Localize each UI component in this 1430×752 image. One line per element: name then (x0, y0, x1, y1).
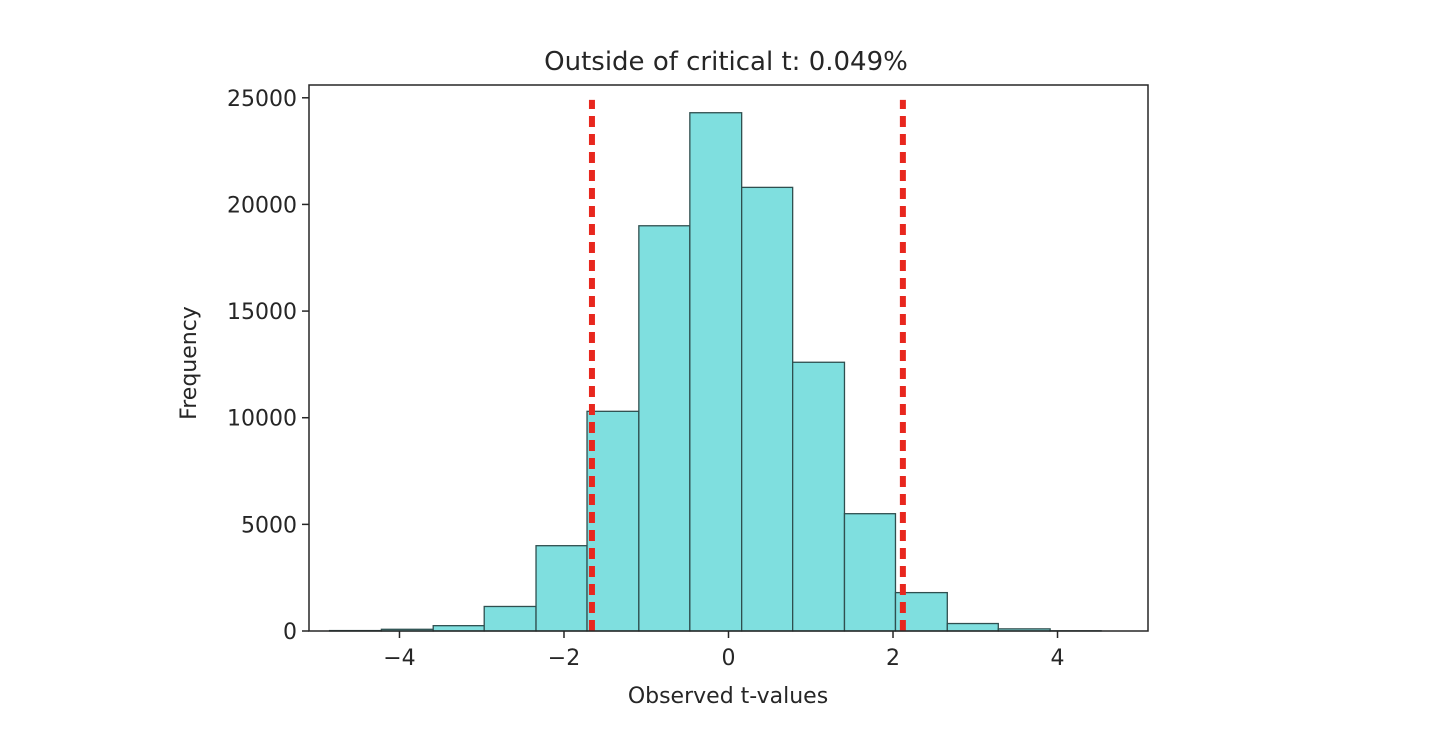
x-tick-label-0: −4 (383, 646, 415, 671)
critical-lines-layer (588, 99, 906, 631)
y-tick-label-1: 5000 (241, 513, 297, 538)
chart-title: Outside of critical t: 0.049% (544, 47, 908, 77)
y-tick-label-4: 20000 (227, 193, 297, 218)
x-axis-label: Observed t-values (628, 684, 828, 709)
histogram-bar-9 (792, 361, 846, 632)
x-axis-ticks: −4 −2 0 2 4 (383, 631, 1065, 671)
histogram-bar-7 (689, 112, 743, 632)
x-tick-label-2: 0 (722, 646, 736, 671)
histogram-bar-8 (741, 186, 794, 632)
y-tick-label-0: 0 (283, 620, 297, 645)
histogram-bar-10 (843, 513, 897, 632)
y-tick-label-2: 10000 (227, 407, 297, 432)
histogram-bar-4 (535, 545, 588, 632)
y-tick-label-5: 25000 (227, 87, 297, 112)
bars-layer (328, 112, 1102, 632)
x-tick-label-4: 4 (1051, 646, 1065, 671)
histogram-bar-6 (638, 225, 691, 632)
histogram-bar-12 (946, 622, 999, 632)
histogram-bar-5 (586, 410, 640, 632)
x-tick-label-1: −2 (548, 646, 580, 671)
x-tick-label-3: 2 (886, 646, 900, 671)
y-tick-label-3: 15000 (227, 300, 297, 325)
histogram-bar-3 (483, 605, 537, 632)
y-axis-label: Frequency (177, 306, 202, 420)
histogram-bar-2 (432, 625, 485, 632)
y-axis-ticks: 0 5000 10000 15000 20000 25000 (227, 87, 309, 645)
